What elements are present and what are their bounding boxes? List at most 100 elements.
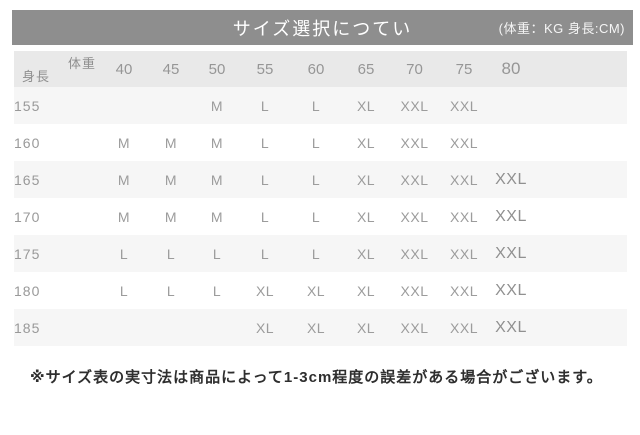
height-row-label: 180 <box>14 282 41 299</box>
size-cell: L <box>212 282 222 299</box>
size-cell: XXL <box>400 134 429 151</box>
size-cell: XL <box>342 235 390 272</box>
size-cell: M <box>100 161 148 198</box>
size-cell: L <box>100 235 148 272</box>
size-chart-title-bar: サイズ選択につてい (体重：KG 身長:CM) <box>12 10 633 45</box>
size-cell: XXL <box>439 87 489 124</box>
weight-column-header: 45 <box>148 51 194 87</box>
size-cell: M <box>194 161 240 198</box>
height-row-label: 160 <box>14 134 41 151</box>
size-cell <box>194 309 240 346</box>
units-legend: (体重：KG 身長:CM) <box>498 21 625 36</box>
spacer-cell <box>533 124 627 161</box>
size-cell: XXL <box>390 235 439 272</box>
weight-column-header: 70 <box>390 51 439 87</box>
table-row: 180 L L L XL XL XL XXL XXL XXL <box>14 272 627 309</box>
height-row-label: 175 <box>14 235 100 272</box>
size-cell: XXL <box>400 208 429 225</box>
size-cell: M <box>194 87 240 124</box>
size-cell: XL <box>306 282 326 299</box>
weight-column-header: 40 <box>100 51 148 87</box>
corner-header: 体重 身長 <box>14 51 100 87</box>
spacer-cell <box>533 87 627 124</box>
weight-column-header: 75 <box>439 51 489 87</box>
table-row: 155 M L L XL XXL XXL <box>14 87 627 124</box>
size-cell: M <box>117 208 131 225</box>
size-cell: XXL <box>450 134 478 151</box>
table-row: 175 L L L L L XL XXL XXL XXL <box>14 235 627 272</box>
table-row: 170 M M M L L XL XXL XXL XXL <box>14 198 627 235</box>
size-cell: XL <box>290 309 342 346</box>
size-cell <box>100 309 148 346</box>
size-cell <box>489 124 533 161</box>
size-cell: XL <box>356 208 376 225</box>
spacer-cell <box>533 161 627 198</box>
size-cell: XXL <box>489 309 533 346</box>
size-cell: XL <box>240 309 290 346</box>
spacer-cell <box>533 309 627 346</box>
size-cell: L <box>290 87 342 124</box>
height-row-label: 165 <box>14 161 100 198</box>
size-cell: L <box>119 282 129 299</box>
size-cell <box>100 87 148 124</box>
spacer-cell <box>533 198 627 235</box>
size-cell: L <box>290 235 342 272</box>
spacer-cell <box>533 235 627 272</box>
size-cell: XXL <box>390 161 439 198</box>
size-cell: XXL <box>439 235 489 272</box>
weight-column-header: 65 <box>342 51 390 87</box>
weight-column-header: 60 <box>290 51 342 87</box>
size-cell: XL <box>342 87 390 124</box>
size-cell: L <box>311 208 321 225</box>
size-cell: XXL <box>390 87 439 124</box>
size-cell: XL <box>356 282 376 299</box>
size-cell: XXL <box>450 282 478 299</box>
weight-column-header: 80 <box>489 51 533 87</box>
corner-label-height: 身長 <box>22 69 51 84</box>
table-row: 185 XL XL XL XXL XXL XXL <box>14 309 627 346</box>
size-cell: XXL <box>390 309 439 346</box>
size-cell: L <box>311 134 321 151</box>
size-cell: XL <box>342 309 390 346</box>
size-cell: M <box>148 161 194 198</box>
size-cell <box>148 309 194 346</box>
size-cell: XL <box>356 134 376 151</box>
size-cell: L <box>148 235 194 272</box>
weight-header-row: 体重 身長 40 45 50 55 60 65 70 75 80 <box>14 51 627 87</box>
size-cell: XXL <box>489 235 533 272</box>
chart-title: サイズ選択につてい <box>232 18 413 39</box>
height-row-label: 170 <box>14 208 41 225</box>
corner-label-weight: 体重 <box>67 56 96 71</box>
table-row: 165 M M M L L XL XXL XXL XXL <box>14 161 627 198</box>
size-cell: XXL <box>450 208 478 225</box>
spacer-cell <box>533 272 627 309</box>
spacer-cell <box>533 51 627 87</box>
size-cell: L <box>240 235 290 272</box>
size-cell: M <box>117 134 131 151</box>
size-cell: L <box>240 161 290 198</box>
size-cell: M <box>164 134 178 151</box>
size-cell: XXL <box>400 282 429 299</box>
size-cell <box>148 87 194 124</box>
height-row-label: 185 <box>14 309 100 346</box>
size-cell: L <box>260 134 270 151</box>
size-tolerance-note: ※サイズ表の実寸法は商品によって1-3cm程度の誤差がある場合がございます。 <box>30 369 603 386</box>
size-cell: L <box>194 235 240 272</box>
weight-column-header: 55 <box>240 51 290 87</box>
size-cell: XXL <box>489 161 533 198</box>
size-cell: M <box>210 208 224 225</box>
size-chart-table: 体重 身長 40 45 50 55 60 65 70 75 80 155 M <box>14 51 627 346</box>
table-row: 160 M M M L L XL XXL XXL <box>14 124 627 161</box>
size-cell: XL <box>255 282 275 299</box>
height-row-label: 155 <box>14 87 100 124</box>
size-cell <box>489 87 533 124</box>
size-cell: L <box>240 87 290 124</box>
weight-column-header: 50 <box>194 51 240 87</box>
size-cell: L <box>260 208 270 225</box>
size-cell: M <box>164 208 178 225</box>
size-cell: L <box>290 161 342 198</box>
size-cell: XL <box>342 161 390 198</box>
size-cell: XXL <box>439 161 489 198</box>
size-cell: XXL <box>495 207 527 225</box>
